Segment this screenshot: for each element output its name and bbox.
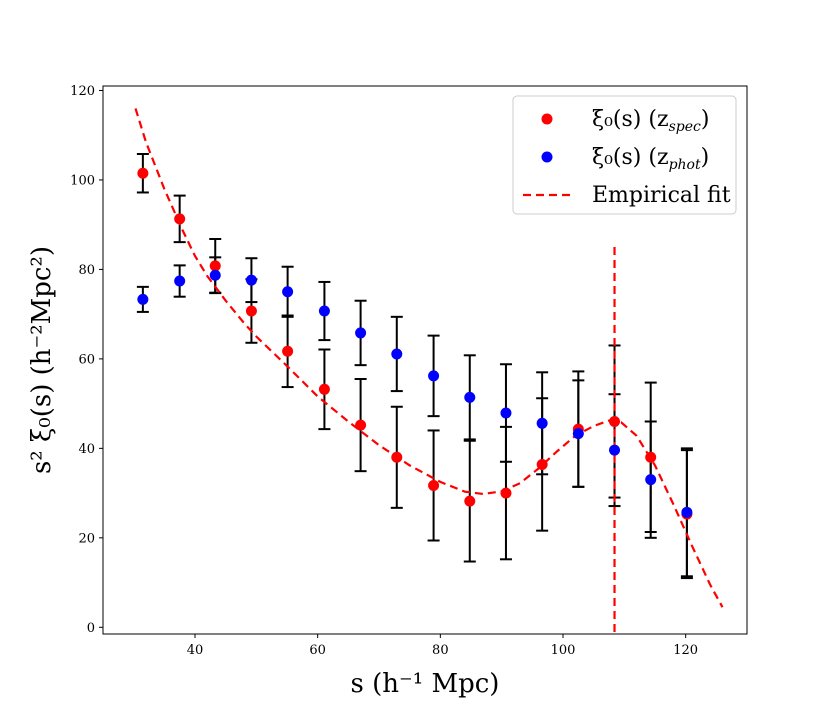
y-tick-label: 0 (87, 621, 95, 636)
point-phot (282, 286, 294, 298)
empirical-fit-line (134, 108, 724, 608)
legend-marker (541, 113, 553, 125)
point-spec (428, 479, 440, 491)
point-phot (572, 428, 584, 440)
point-phot (681, 506, 693, 518)
x-axis-label: s (h⁻¹ Mpc) (351, 669, 500, 699)
point-phot (209, 269, 221, 281)
point-spec (282, 345, 294, 357)
point-spec (391, 451, 403, 463)
x-tick-label: 120 (673, 643, 698, 658)
x-tick-label: 100 (551, 643, 576, 658)
point-spec (209, 260, 221, 272)
axes-frame (102, 85, 748, 635)
y-tick-label: 60 (78, 352, 95, 367)
point-phot (609, 444, 621, 456)
point-phot (428, 370, 440, 382)
point-phot (645, 474, 657, 486)
point-phot (318, 305, 330, 317)
axes (102, 85, 748, 635)
point-spec (609, 416, 621, 428)
point-spec (245, 305, 257, 317)
error-bars (136, 152, 693, 580)
point-spec (536, 458, 548, 470)
point-spec (645, 451, 657, 463)
legend: ξ₀(s) (zspec)ξ₀(s) (zphot)Empirical fit (512, 95, 737, 215)
point-phot (464, 391, 476, 403)
data-points (137, 167, 693, 520)
y-tick-label: 40 (78, 442, 95, 457)
point-phot (245, 274, 257, 286)
x-tick-label: 60 (309, 643, 326, 658)
y-tick-label: 20 (78, 531, 95, 546)
point-phot (536, 417, 548, 429)
point-phot (137, 293, 149, 305)
y-tick-label: 100 (70, 173, 95, 188)
x-tick-label: 80 (432, 643, 449, 658)
x-tick-label: 40 (187, 643, 204, 658)
point-spec (137, 167, 149, 179)
point-spec (174, 213, 186, 225)
point-spec (500, 487, 512, 499)
point-phot (391, 348, 403, 360)
point-phot (500, 407, 512, 419)
fit-line-layer (134, 108, 724, 634)
point-spec (355, 419, 367, 431)
point-phot (355, 327, 367, 339)
y-tick-label: 120 (70, 84, 95, 99)
legend-marker (541, 151, 553, 163)
point-phot (174, 275, 186, 287)
point-spec (318, 383, 330, 395)
legend-label: Empirical fit (592, 183, 731, 208)
legend-frame (512, 95, 737, 215)
point-spec (464, 495, 476, 507)
ticks: 40 60 80 100 120 0 20 40 60 80 100 120 (70, 84, 698, 658)
y-axis-label: s² ξ₀(s) (h⁻²Mpc²) (27, 246, 57, 474)
y-tick-label: 80 (78, 263, 95, 278)
